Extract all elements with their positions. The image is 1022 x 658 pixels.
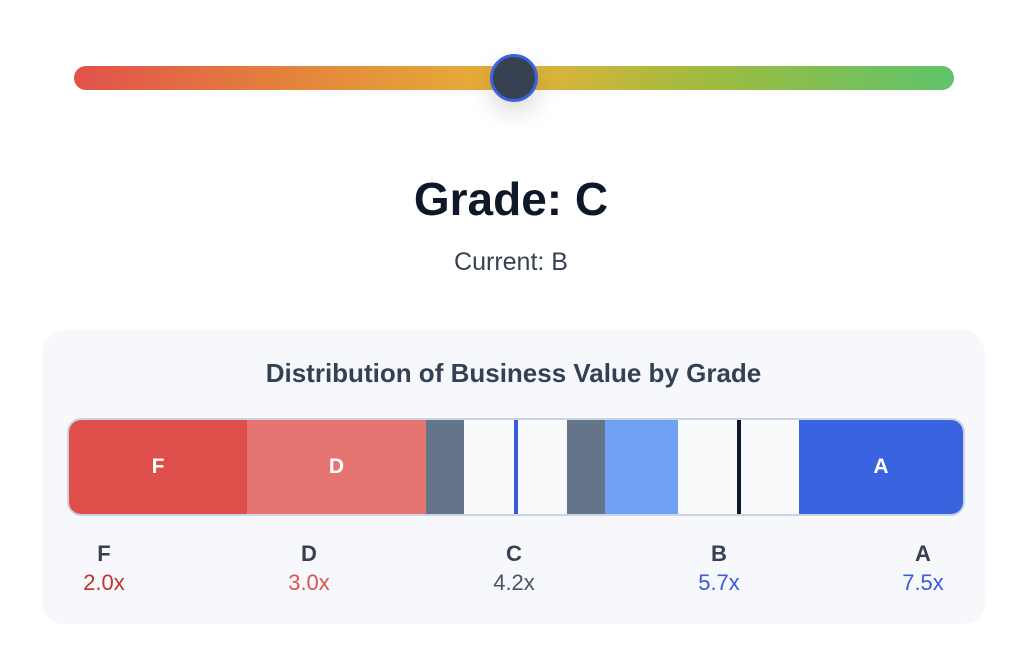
selected-grade-marker	[514, 420, 518, 514]
distribution-panel: Distribution of Business Value by Grade …	[42, 330, 985, 624]
segment-a: A	[799, 420, 963, 514]
segment-f-label: F	[151, 455, 165, 478]
slider-thumb[interactable]	[490, 54, 538, 102]
segment-f: F	[69, 420, 247, 514]
segment-b	[605, 420, 678, 514]
grade-letter: B	[711, 541, 727, 566]
distribution-title: Distribution of Business Value by Grade	[265, 358, 762, 388]
grade-letter: A	[915, 541, 931, 566]
grade-letter: D	[301, 541, 317, 566]
segment-c-band	[426, 420, 464, 514]
grade-slider[interactable]	[74, 54, 954, 102]
segment-d: D	[247, 420, 426, 514]
grade-letter: C	[506, 541, 522, 566]
segment-d-label: D	[328, 455, 345, 478]
grade-letter: F	[97, 541, 111, 566]
grade-multiplier: 4.2x	[493, 570, 535, 595]
grade-multiplier: 5.7x	[698, 570, 740, 595]
grade-column-b: B 5.7x	[659, 540, 779, 598]
grade-column-c: C 4.2x	[454, 540, 574, 598]
grade-multiplier: 2.0x	[83, 570, 125, 595]
distribution-bar: F D A	[67, 418, 965, 516]
segment-a-label: A	[873, 455, 889, 478]
current-grade-marker	[737, 420, 741, 514]
grade-column-a: A 7.5x	[863, 540, 983, 598]
grade-multiplier: 7.5x	[902, 570, 944, 595]
segment-b-band	[567, 420, 605, 514]
grade-title: Grade: C	[413, 173, 609, 225]
grade-column-d: D 3.0x	[249, 540, 369, 598]
grade-multiplier: 3.0x	[288, 570, 330, 595]
current-grade-label: Current: B	[454, 248, 568, 276]
grade-column-f: F 2.0x	[44, 540, 164, 598]
